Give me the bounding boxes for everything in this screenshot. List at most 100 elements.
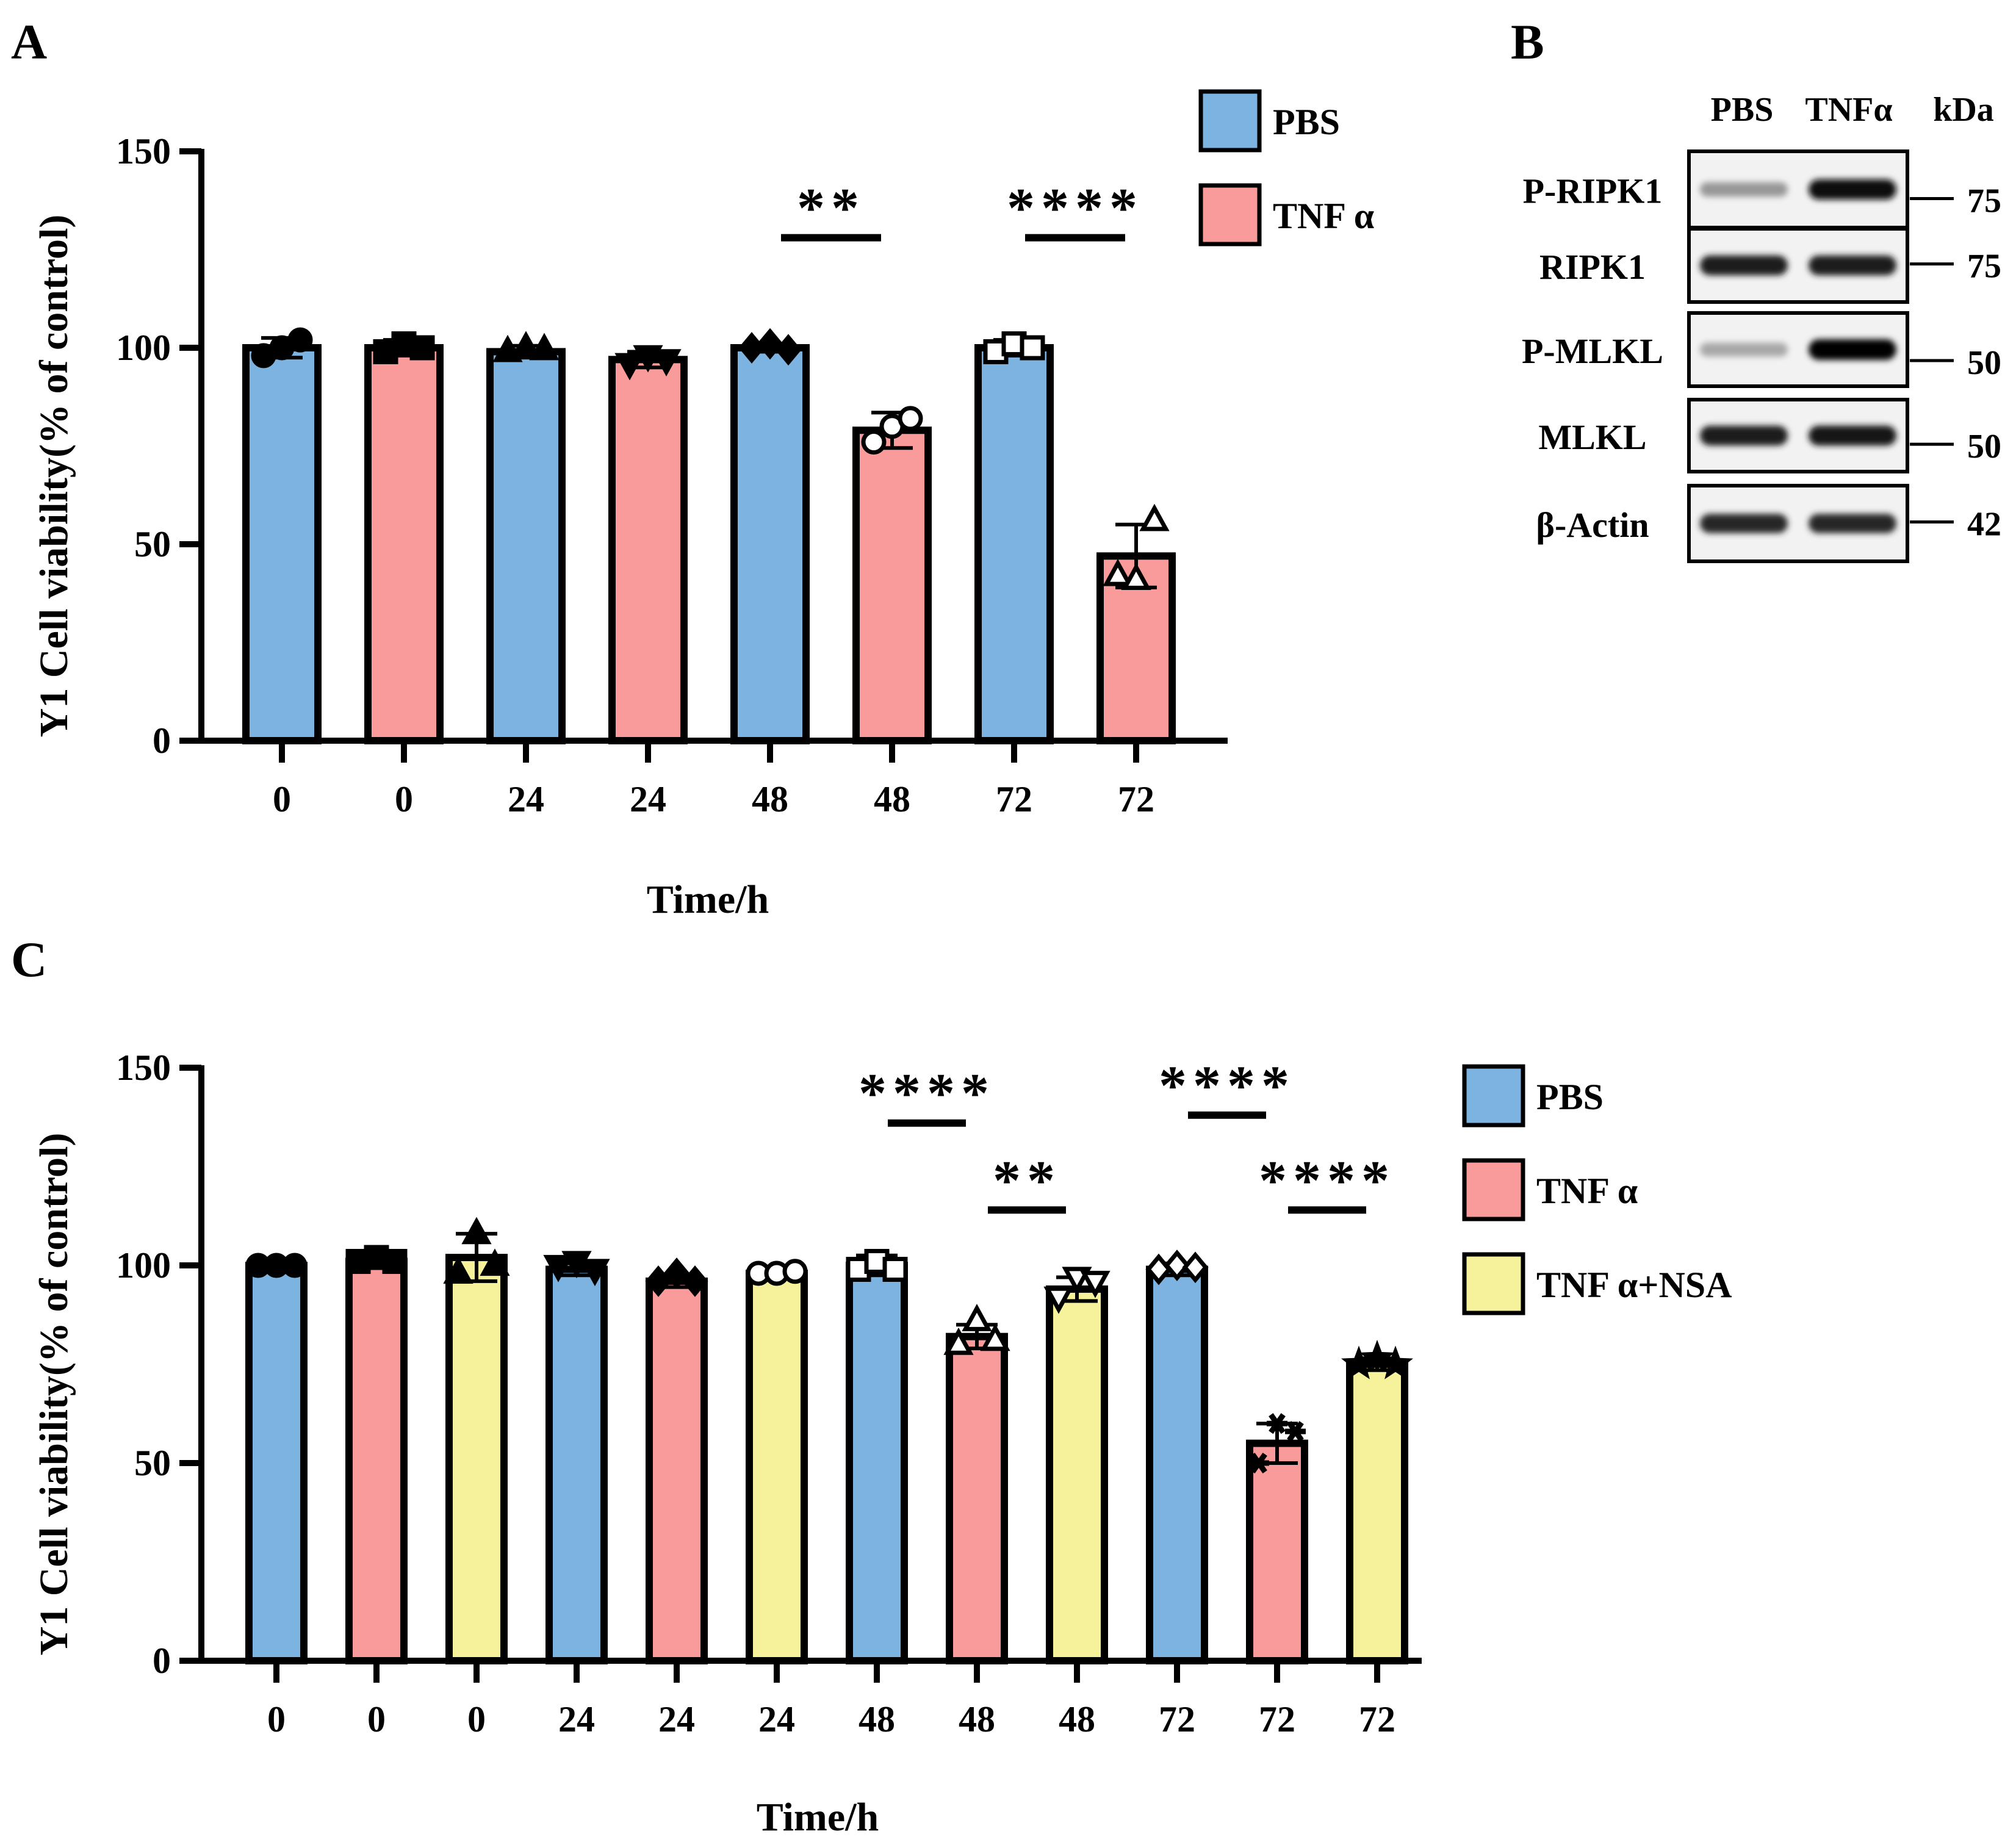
significance-label: ** — [993, 1149, 1061, 1211]
data-point — [382, 1249, 408, 1275]
data-point — [861, 430, 887, 455]
x-tick-label: 72 — [1359, 1699, 1395, 1739]
significance-label: **** — [1259, 1149, 1395, 1211]
y-tick-label: 100 — [116, 328, 171, 368]
legend-label: PBS — [1273, 102, 1340, 142]
y-tick-label: 50 — [134, 524, 171, 564]
significance-label: ** — [797, 177, 865, 239]
x-tick-label: 0 — [395, 779, 413, 819]
data-point — [1121, 563, 1151, 591]
y-axis-title: Y1 Cell viability(% of control) — [32, 1133, 76, 1656]
x-axis-title: Time/h — [757, 1795, 879, 1840]
y-axis-title: Y1 Cell viability(% of control) — [32, 215, 76, 738]
bar — [852, 426, 932, 744]
bar — [364, 344, 444, 744]
x-tick-label: 24 — [658, 1699, 695, 1739]
x-tick-label: 48 — [1059, 1699, 1095, 1739]
kda-label: 42 — [1967, 506, 2001, 544]
data-point — [682, 1265, 708, 1297]
bar — [242, 344, 322, 744]
bar — [486, 348, 566, 744]
data-point — [1341, 1345, 1377, 1379]
data-point — [461, 1217, 492, 1245]
blot-band — [1809, 179, 1896, 200]
data-point — [614, 353, 645, 381]
bar — [846, 1262, 908, 1664]
kda-label: 75 — [1967, 248, 2001, 286]
bar — [974, 344, 1054, 744]
blot-row-label: RIPK1 — [1539, 247, 1646, 287]
x-tick-label: 72 — [996, 779, 1032, 819]
blot-band — [1700, 425, 1788, 446]
blot-band — [1809, 425, 1896, 446]
data-point — [282, 1253, 308, 1278]
data-point — [511, 331, 541, 359]
significance-label: **** — [1159, 1054, 1295, 1117]
blot-band — [1700, 342, 1788, 357]
blot-row-label: P-MLKL — [1522, 331, 1663, 371]
blot-band — [1809, 339, 1896, 360]
bar — [608, 356, 688, 744]
y-tick-label: 100 — [116, 1245, 171, 1286]
data-point — [1182, 1251, 1209, 1284]
data-point — [1103, 558, 1133, 586]
kda-label: 50 — [1967, 344, 2001, 382]
data-point — [943, 1327, 974, 1355]
data-point — [1378, 1345, 1413, 1379]
y-tick-label: 0 — [153, 1641, 171, 1681]
x-tick-label: 24 — [630, 779, 666, 819]
data-point — [782, 1259, 808, 1284]
data-point — [1164, 1250, 1190, 1281]
blot-kda-header: kDa — [1933, 91, 1994, 129]
legend-label: TNF α — [1273, 196, 1374, 236]
x-tick-label: 24 — [758, 1699, 795, 1739]
y-tick-label: 150 — [116, 131, 171, 171]
x-tick-label: 48 — [859, 1699, 895, 1739]
bar — [1146, 1265, 1208, 1664]
data-point — [580, 1259, 610, 1287]
panel-label-c: C — [11, 932, 47, 987]
bar — [1046, 1285, 1108, 1664]
data-point — [1139, 503, 1170, 531]
data-point — [409, 335, 435, 361]
bar — [545, 1265, 608, 1664]
blot-band — [1809, 255, 1896, 276]
y-tick-label: 150 — [116, 1048, 171, 1088]
significance-label: **** — [1007, 177, 1143, 239]
y-tick-label: 0 — [153, 721, 171, 761]
bar — [646, 1277, 708, 1664]
bar — [946, 1333, 1008, 1664]
data-point — [480, 1248, 510, 1276]
blot-band — [1809, 514, 1896, 533]
data-point — [898, 406, 923, 431]
x-tick-label: 0 — [267, 1699, 286, 1739]
data-point — [1020, 335, 1045, 361]
kda-label: 75 — [1967, 182, 2001, 220]
chart-a: Y1 Cell viability(% of control) Time/h 0… — [32, 89, 1374, 922]
data-point — [1285, 1421, 1306, 1442]
legend-swatch — [1462, 1252, 1525, 1315]
bar — [345, 1257, 408, 1664]
chart-c: Y1 Cell viability(% of control) Time/h 0… — [32, 1048, 1732, 1840]
x-tick-label: 0 — [467, 1699, 486, 1739]
data-point — [561, 1251, 592, 1279]
blot-row-label: MLKL — [1538, 417, 1646, 457]
legend-label: TNF α — [1536, 1171, 1638, 1211]
legend-swatch — [1198, 183, 1262, 246]
y-tick-label: 50 — [134, 1443, 171, 1483]
legend-label: PBS — [1536, 1077, 1604, 1117]
data-point — [1267, 1413, 1287, 1434]
western-blot: PBS TNFα kDa P-RIPK1 75 RIPK1 75 P-MLKL 50 MLK… — [1522, 91, 2001, 563]
bar — [746, 1269, 808, 1664]
x-tick-label: 0 — [273, 779, 291, 819]
data-point — [1043, 1286, 1074, 1314]
data-point — [663, 1257, 690, 1289]
x-tick-label: 24 — [558, 1699, 595, 1739]
legend-swatch — [1462, 1158, 1525, 1221]
data-point — [962, 1304, 992, 1331]
bar — [445, 1254, 508, 1665]
blot-row-label: P-RIPK1 — [1523, 171, 1663, 211]
legend-label: TNF α+NSA — [1536, 1265, 1732, 1305]
blot-band — [1700, 182, 1788, 197]
